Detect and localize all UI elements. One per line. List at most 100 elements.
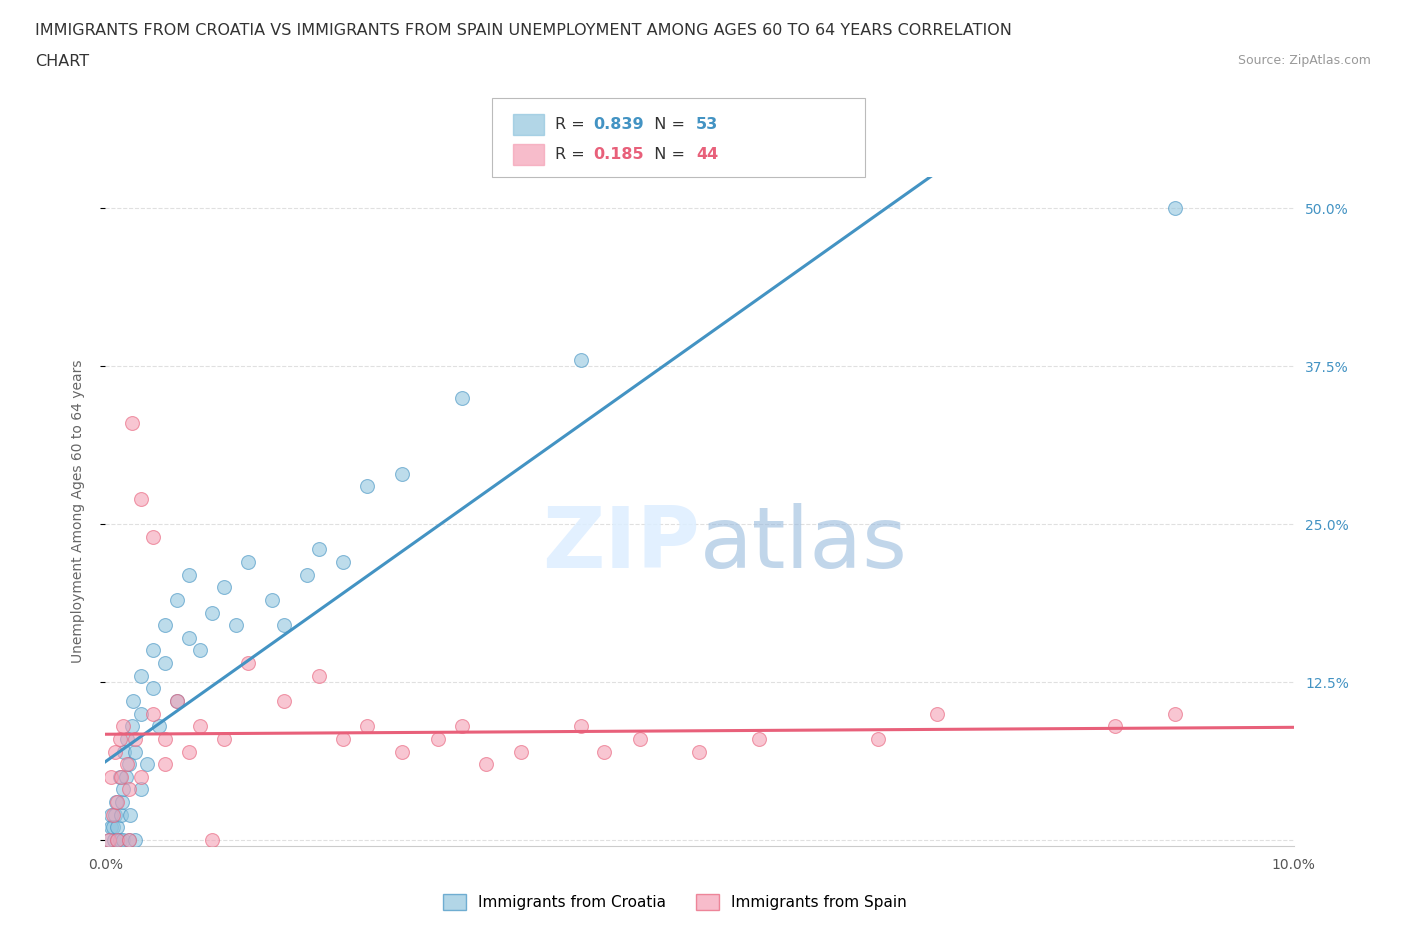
Point xyxy=(136,757,159,772)
Point xyxy=(112,832,135,847)
Point xyxy=(124,732,146,747)
Text: 53: 53 xyxy=(696,117,718,132)
Point xyxy=(332,554,354,569)
Point xyxy=(190,719,212,734)
Point xyxy=(98,832,121,847)
Point xyxy=(142,643,165,658)
Point xyxy=(236,656,259,671)
Legend: Immigrants from Croatia, Immigrants from Spain: Immigrants from Croatia, Immigrants from… xyxy=(434,886,915,918)
Point xyxy=(112,782,135,797)
Point xyxy=(103,832,125,847)
Point xyxy=(689,744,711,759)
Point xyxy=(866,732,889,747)
Point xyxy=(1104,719,1126,734)
Point xyxy=(105,794,128,809)
Point xyxy=(105,832,128,847)
Point xyxy=(450,391,472,405)
Text: 44: 44 xyxy=(696,147,718,162)
Point xyxy=(129,491,152,506)
Point xyxy=(124,744,146,759)
Text: N =: N = xyxy=(644,117,690,132)
Point xyxy=(100,769,122,784)
Point xyxy=(129,669,152,684)
Point xyxy=(474,757,496,772)
Text: Source: ZipAtlas.com: Source: ZipAtlas.com xyxy=(1237,54,1371,67)
Point xyxy=(118,832,141,847)
Point xyxy=(391,744,413,759)
Point xyxy=(260,592,283,607)
Point xyxy=(108,769,131,784)
Point xyxy=(105,820,128,835)
Point xyxy=(391,466,413,481)
Point xyxy=(308,542,330,557)
Point xyxy=(214,580,236,595)
Text: atlas: atlas xyxy=(700,503,907,587)
Point xyxy=(112,719,135,734)
Text: R =: R = xyxy=(555,117,591,132)
Point xyxy=(129,782,152,797)
Point xyxy=(273,694,295,709)
Point xyxy=(110,769,132,784)
Point xyxy=(1164,201,1187,216)
Point xyxy=(510,744,533,759)
Point xyxy=(356,479,378,494)
Point xyxy=(225,618,247,632)
Point xyxy=(166,694,188,709)
Point xyxy=(104,744,127,759)
Point xyxy=(124,832,146,847)
Point xyxy=(118,757,141,772)
Point xyxy=(628,732,651,747)
Text: N =: N = xyxy=(644,147,690,162)
Point xyxy=(427,732,450,747)
Text: IMMIGRANTS FROM CROATIA VS IMMIGRANTS FROM SPAIN UNEMPLOYMENT AMONG AGES 60 TO 6: IMMIGRANTS FROM CROATIA VS IMMIGRANTS FR… xyxy=(35,23,1012,38)
Text: 0.185: 0.185 xyxy=(593,147,644,162)
Text: ZIP: ZIP xyxy=(541,503,700,587)
Point xyxy=(748,732,770,747)
Point xyxy=(569,719,592,734)
Text: 0.839: 0.839 xyxy=(593,117,644,132)
Point xyxy=(108,832,131,847)
Point xyxy=(201,605,224,620)
Text: R =: R = xyxy=(555,147,591,162)
Point xyxy=(142,681,165,696)
Point xyxy=(177,744,200,759)
Point xyxy=(108,732,131,747)
Point xyxy=(105,832,128,847)
Point xyxy=(114,744,136,759)
Point xyxy=(153,757,176,772)
Point xyxy=(273,618,295,632)
Point xyxy=(118,832,141,847)
Point xyxy=(101,807,124,822)
Point xyxy=(593,744,616,759)
Point xyxy=(98,832,121,847)
Text: CHART: CHART xyxy=(35,54,89,69)
Point xyxy=(927,706,949,721)
Point xyxy=(153,656,176,671)
Point xyxy=(142,706,165,721)
Point xyxy=(356,719,378,734)
Point xyxy=(111,794,134,809)
Point xyxy=(166,592,188,607)
Point xyxy=(142,529,165,544)
Point xyxy=(115,732,138,747)
Point xyxy=(118,782,141,797)
Point xyxy=(153,618,176,632)
Point xyxy=(297,567,319,582)
Point xyxy=(100,820,122,835)
Point xyxy=(104,807,127,822)
Point xyxy=(101,820,124,835)
Point xyxy=(121,719,143,734)
Point xyxy=(100,807,122,822)
Point xyxy=(332,732,354,747)
Point xyxy=(166,694,188,709)
Point xyxy=(201,832,224,847)
Point xyxy=(121,694,143,709)
Point xyxy=(1164,706,1187,721)
Point xyxy=(308,669,330,684)
Point xyxy=(177,631,200,645)
Point xyxy=(105,794,128,809)
Point xyxy=(110,807,132,822)
Point xyxy=(214,732,236,747)
Point xyxy=(120,807,142,822)
Point xyxy=(153,732,176,747)
